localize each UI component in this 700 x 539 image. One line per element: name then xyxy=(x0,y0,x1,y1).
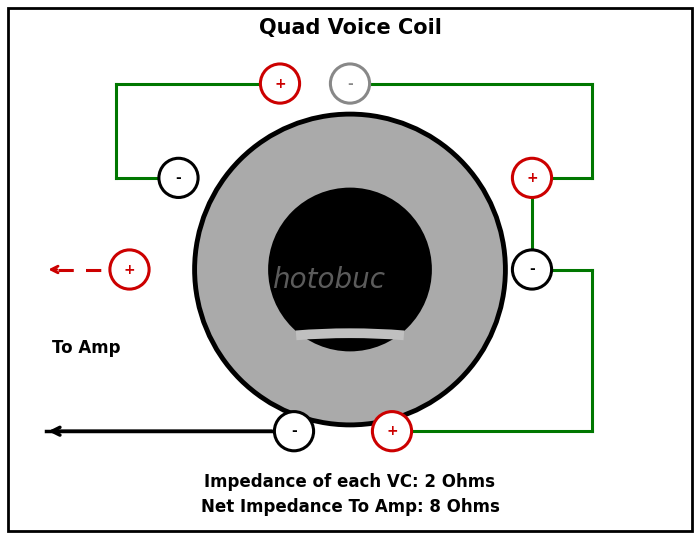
Circle shape xyxy=(195,114,505,425)
Text: -: - xyxy=(291,424,297,438)
Circle shape xyxy=(274,412,314,451)
Text: +: + xyxy=(526,171,538,185)
Text: +: + xyxy=(274,77,286,91)
Circle shape xyxy=(330,64,370,103)
Text: +: + xyxy=(124,262,135,277)
Text: -: - xyxy=(347,77,353,91)
Text: To Amp: To Amp xyxy=(52,338,121,357)
Text: Quad Voice Coil: Quad Voice Coil xyxy=(258,18,442,38)
Circle shape xyxy=(110,250,149,289)
Circle shape xyxy=(270,189,430,350)
Text: Impedance of each VC: 2 Ohms: Impedance of each VC: 2 Ohms xyxy=(204,473,496,492)
Circle shape xyxy=(512,158,552,197)
Text: hotobuc: hotobuc xyxy=(272,266,386,294)
Circle shape xyxy=(372,412,412,451)
Text: Net Impedance To Amp: 8 Ohms: Net Impedance To Amp: 8 Ohms xyxy=(201,497,499,516)
Text: -: - xyxy=(529,262,535,277)
Text: +: + xyxy=(386,424,398,438)
Text: -: - xyxy=(176,171,181,185)
Circle shape xyxy=(512,250,552,289)
Circle shape xyxy=(159,158,198,197)
Circle shape xyxy=(260,64,300,103)
